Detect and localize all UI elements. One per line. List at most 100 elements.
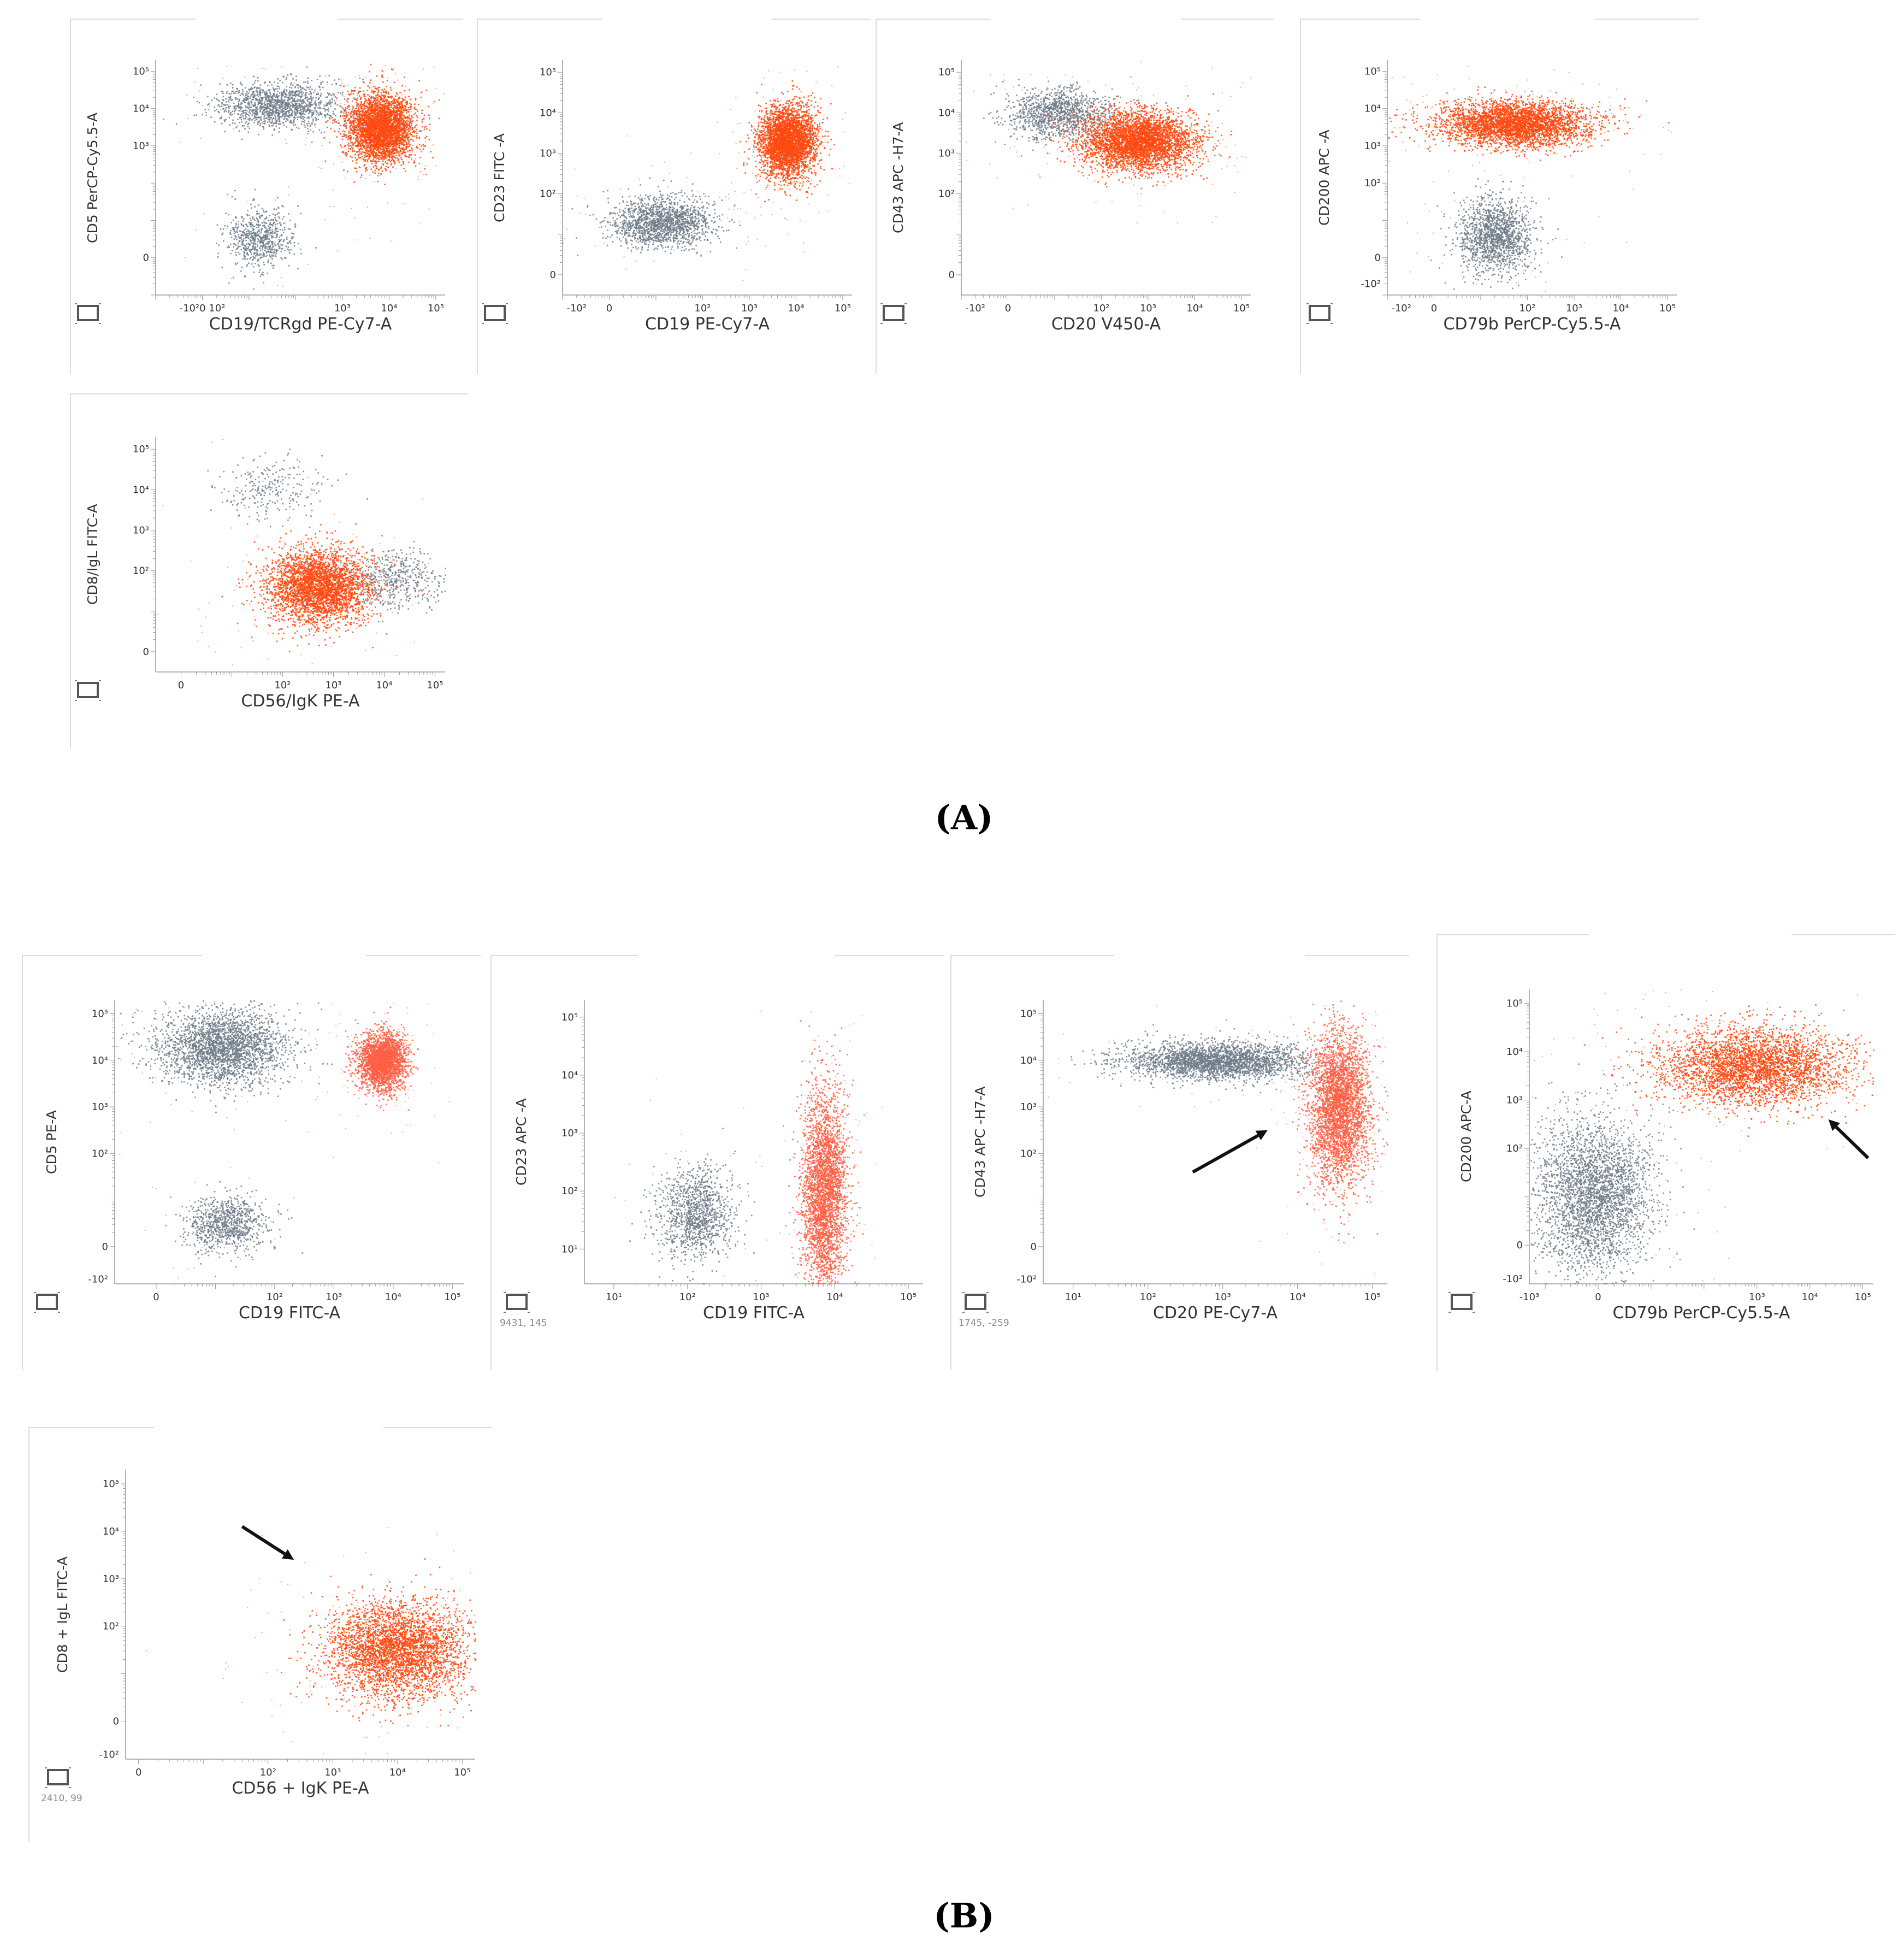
y-tick-label: -10² [99, 1749, 119, 1760]
coordinate-readout: 9431, 145 [500, 1318, 547, 1329]
y-tick-label: 10³ [103, 1573, 119, 1585]
y-tick-label: 10² [103, 1621, 119, 1632]
x-tick-label: 0 [135, 1767, 141, 1778]
population-orange-1 [966, 61, 1251, 223]
population-gray-0 [1529, 991, 1741, 1285]
gate-tool-icon[interactable] [33, 1290, 61, 1314]
y-tick-label: -10² [1361, 279, 1381, 290]
x-tick-label: 10⁴ [1802, 1291, 1818, 1303]
y-tick-label: 10² [540, 188, 556, 200]
population-gray-0 [1407, 127, 1628, 296]
panel-a2 [477, 19, 870, 374]
x-tick-label: 10³ [324, 1767, 341, 1778]
x-tick-label: 0 [606, 303, 612, 314]
y-axis-label: CD43 APC -H7-A [972, 1086, 988, 1197]
plot-svg-b5: 0 10² 10³ 10⁴ 10⁵ -10² 0 10² 10³ 10⁴ 10⁵ [99, 1470, 477, 1778]
population-salmon-1 [760, 1011, 883, 1285]
scatter-plot-b2: 10¹ 10² 10³ 10⁴ 10⁵ 10¹ 10² 10³ 10⁴ 10⁵ CD23 APC -… [500, 994, 929, 1329]
x-tick-label: 0 [1595, 1291, 1601, 1303]
y-tick-label: 0 [550, 269, 556, 281]
x-tick-label: 10⁴ [385, 1291, 401, 1303]
x-tick-label: 10¹ [1065, 1291, 1081, 1303]
x-tick-label: 10³ [1749, 1291, 1765, 1303]
y-tick-label: 0 [1517, 1240, 1523, 1251]
x-tick-label: 10³ [741, 303, 758, 314]
gate-tool-icon[interactable] [1447, 1290, 1476, 1314]
x-tick-label: 10⁴ [1186, 303, 1203, 314]
gate-tool-icon[interactable] [44, 1766, 72, 1790]
scatter-plot-a3: -10² 0 10² 10³ 10⁴ 10⁵ 0 10² 10³ 10⁴ 10⁵ CD43 APC -… [880, 55, 1256, 334]
gate-tool-icon[interactable] [74, 679, 102, 703]
x-tick-label: 10³ [326, 1291, 342, 1303]
x-axis-label: CD20 V450-A [961, 315, 1251, 334]
y-tick-label: 0 [143, 646, 149, 658]
scatter-plot-a1: -10²0 10² 10³ 10⁴ 10⁵ 0 10³ 10⁴ 10⁵ CD5 PerCP-Cy… [75, 55, 451, 334]
plot-svg-b2: 10¹ 10² 10³ 10⁴ 10⁵ 10¹ 10² 10³ 10⁴ 10⁵ [561, 1000, 923, 1303]
x-tick-label: 0 [153, 1291, 159, 1303]
x-axis-label: CD79b PerCP-Cy5.5-A [1529, 1304, 1873, 1323]
gate-tool-icon[interactable] [879, 302, 908, 326]
y-tick-label: 10⁵ [540, 67, 556, 78]
plot-svg-a2: -10² 0 10² 10³ 10⁴ 10⁵ 0 10² 10³ 10⁴ 10⁵ [540, 60, 852, 314]
x-tick-label: -10²0 10² [180, 303, 226, 314]
gate-tool-icon[interactable] [961, 1290, 990, 1314]
y-tick-label: 10⁵ [1020, 1009, 1037, 1020]
gate-tool-icon[interactable] [481, 302, 509, 326]
x-tick-label: 10⁵ [835, 303, 851, 314]
x-tick-label: 10⁴ [1290, 1291, 1306, 1303]
y-tick-label: 10³ [938, 148, 955, 160]
x-axis-label: CD20 PE-Cy7-A [1043, 1304, 1387, 1323]
gate-tool-icon[interactable] [502, 1290, 531, 1314]
plot-svg-b3: 10¹ 10² 10³ 10⁴ 10⁵ -10² 0 10² 10³ 10⁴ 10⁵ [1016, 1000, 1389, 1303]
y-tick-label: 10² [92, 1148, 108, 1159]
plot-svg-a1: -10²0 10² 10³ 10⁴ 10⁵ 0 10³ 10⁴ 10⁵ [133, 60, 445, 314]
gate-tool-icon[interactable] [1305, 302, 1334, 326]
x-tick-label: 10⁵ [1364, 1291, 1381, 1303]
x-tick-label: 10³ [1140, 303, 1156, 314]
annotation-arrow [1192, 1130, 1268, 1174]
y-tick-label: 10² [561, 1186, 578, 1197]
y-tick-label: -10² [1016, 1273, 1037, 1285]
scatter-plot-b1: 0 10² 10³ 10⁴ 10⁵ -10² 0 10² 10³ 10⁴ 10⁵ CD5 PE-A CD… [34, 994, 470, 1323]
x-tick-label: 10³ [1215, 1291, 1231, 1303]
plot-svg-a3: -10² 0 10² 10³ 10⁴ 10⁵ 0 10² 10³ 10⁴ 10⁵ [938, 60, 1251, 314]
caption-a: (A) [909, 798, 1019, 838]
y-tick-label: 10⁵ [133, 444, 149, 455]
y-tick-label: 10² [1506, 1143, 1523, 1154]
y-tick-label: 10³ [133, 140, 149, 152]
y-axis-label: CD200 APC -A [1316, 129, 1332, 226]
x-tick-label: 0 [1005, 303, 1011, 314]
population-orange-1 [1388, 65, 1672, 234]
y-tick-label: 10³ [540, 148, 556, 160]
x-tick-label: 10⁴ [788, 303, 804, 314]
y-tick-label: 0 [949, 269, 955, 281]
x-tick-label: 10⁵ [444, 1291, 460, 1303]
caption-b: (B) [909, 1896, 1019, 1936]
y-tick-label: 10² [133, 565, 149, 577]
y-tick-label: 10² [938, 188, 955, 200]
y-tick-label: 0 [102, 1241, 108, 1253]
x-tick-label: 10³ [753, 1291, 769, 1303]
x-axis-label: CD56/IgK PE-A [156, 692, 445, 711]
x-tick-label: 10² [679, 1291, 696, 1303]
gate-tool-icon[interactable] [74, 302, 102, 326]
population-gray-0 [1048, 1005, 1386, 1113]
x-tick-label: 10⁴ [376, 680, 392, 691]
panel-b4 [1436, 934, 1895, 1371]
y-axis-label: CD5 PE-A [44, 1110, 60, 1173]
y-tick-label: 10⁵ [133, 66, 149, 77]
y-tick-label: -10² [88, 1273, 108, 1285]
x-tick-label: 10² [1140, 1291, 1156, 1303]
x-tick-label: 10⁴ [1612, 303, 1629, 314]
x-tick-label: 10² [274, 680, 291, 691]
annotation-arrow [241, 1525, 294, 1560]
x-tick-label: 10⁵ [900, 1291, 916, 1303]
scatter-plot-a2: -10² 0 10² 10³ 10⁴ 10⁵ 0 10² 10³ 10⁴ 10⁵ CD23 FITC … [482, 55, 858, 334]
y-tick-label: 10⁴ [1364, 103, 1381, 115]
x-tick-label: 10¹ [606, 1291, 622, 1303]
y-tick-label: 10³ [1020, 1101, 1037, 1113]
x-tick-label: 10⁴ [826, 1291, 843, 1303]
panel-a1 [70, 19, 463, 374]
x-tick-label: 10⁵ [427, 680, 443, 691]
x-axis-label: CD19 FITC-A [115, 1304, 464, 1323]
